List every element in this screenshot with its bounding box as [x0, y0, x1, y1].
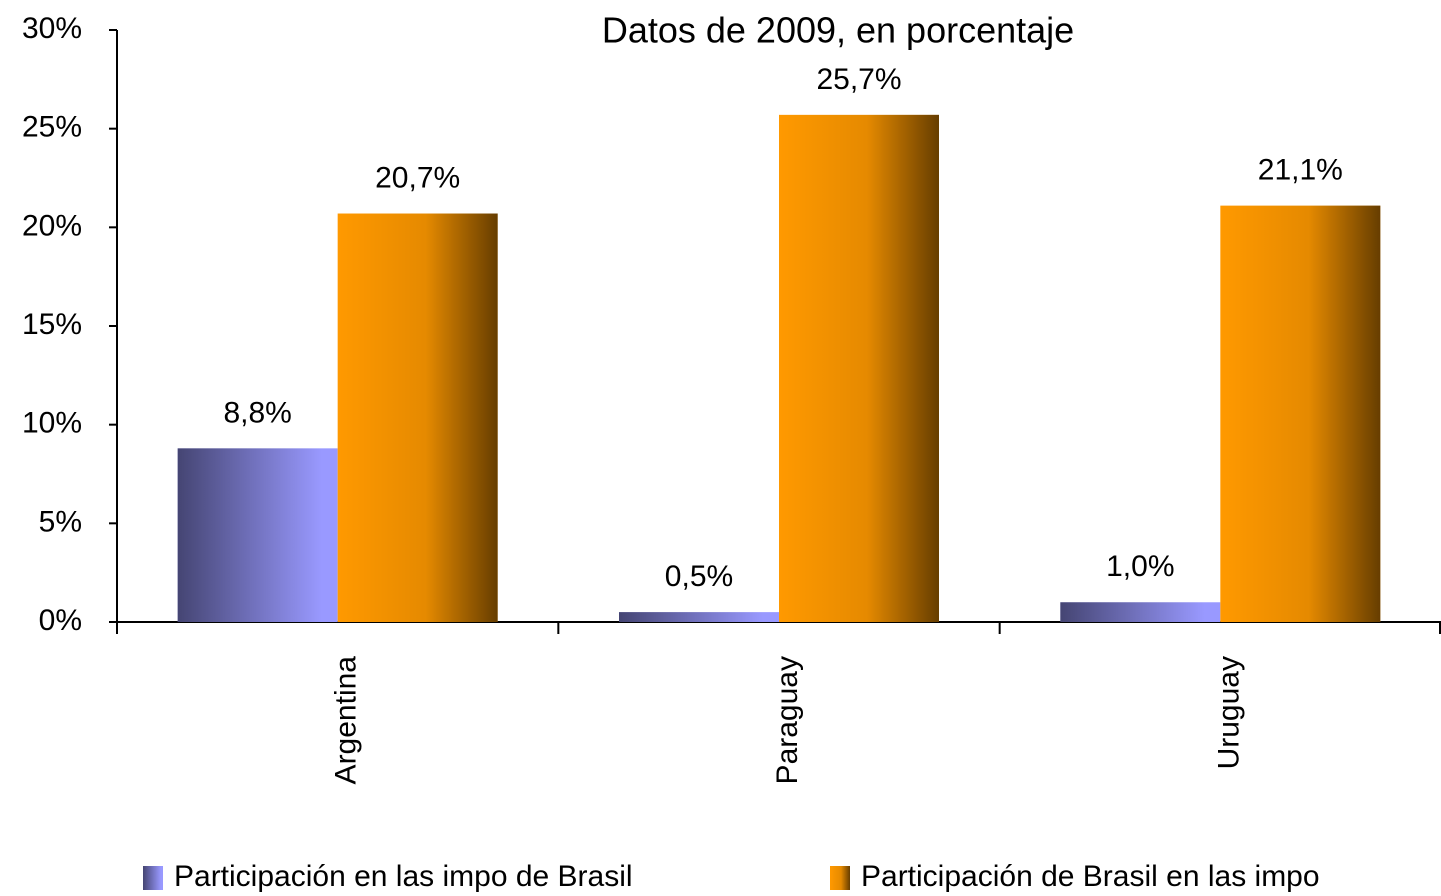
y-tick-label: 0% [39, 604, 82, 637]
value-label: 0,5% [665, 560, 733, 593]
x-tick-label: Paraguay [771, 656, 804, 784]
y-tick-label: 15% [22, 308, 82, 341]
value-label: 8,8% [223, 396, 291, 429]
y-tick-label: 30% [22, 12, 82, 45]
value-label: 1,0% [1106, 550, 1174, 583]
bar-shade [619, 612, 779, 622]
x-tick-label: Uruguay [1212, 656, 1245, 769]
y-tick-label: 5% [39, 505, 82, 538]
bar-shade [177, 448, 338, 622]
x-tick-label: Argentina [330, 656, 363, 785]
bar-shade [779, 114, 939, 622]
legend-label: Participación de Brasil en las impo [861, 860, 1320, 893]
value-label: 25,7% [816, 63, 901, 96]
y-tick-label: 20% [22, 209, 82, 242]
legend-label: Participación en las impo de Brasil [174, 860, 633, 893]
bar-shade [1060, 602, 1221, 622]
chart-title: Datos de 2009, en porcentaje [602, 10, 1074, 51]
y-tick-label: 10% [22, 407, 82, 440]
value-label: 20,7% [375, 161, 460, 194]
bar-shade [337, 213, 498, 622]
legend-swatch-shade [143, 866, 163, 890]
y-tick-label: 25% [22, 111, 82, 144]
legend-swatch-shade [830, 866, 850, 890]
bar-shade [1220, 205, 1381, 623]
value-label: 21,1% [1258, 154, 1343, 187]
